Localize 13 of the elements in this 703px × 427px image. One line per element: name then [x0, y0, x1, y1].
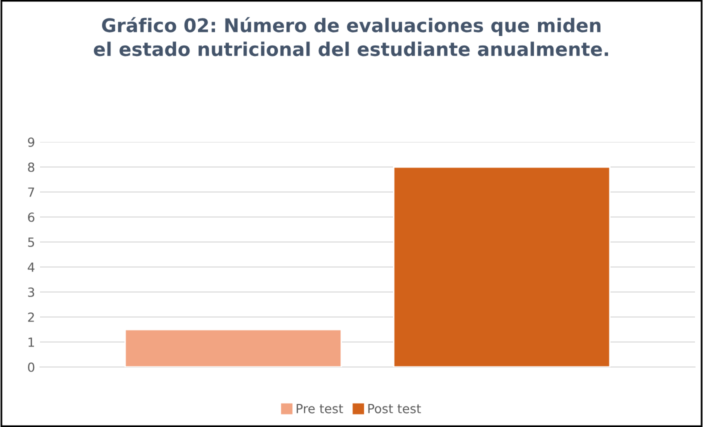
y-tick-label: 9 [28, 137, 34, 147]
legend-label: Pre test [296, 404, 344, 414]
y-tick-label: 8 [28, 162, 34, 172]
y-tick-label: 6 [28, 212, 34, 222]
legend-label: Post test [368, 404, 421, 414]
chart-title: Gráfico 02: Número de evaluaciones que miden el estado nutricional del estudiante anualmente. [94, 17, 608, 56]
y-tick-label: 7 [28, 188, 34, 197]
y-tick-label: 1 [28, 338, 34, 347]
y-tick-label: 5 [28, 238, 34, 247]
y-tick-label: 3 [28, 287, 34, 297]
y-tick-label: 0 [28, 362, 34, 372]
y-tick-label: 2 [28, 312, 34, 322]
y-tick-label: 4 [28, 262, 34, 272]
